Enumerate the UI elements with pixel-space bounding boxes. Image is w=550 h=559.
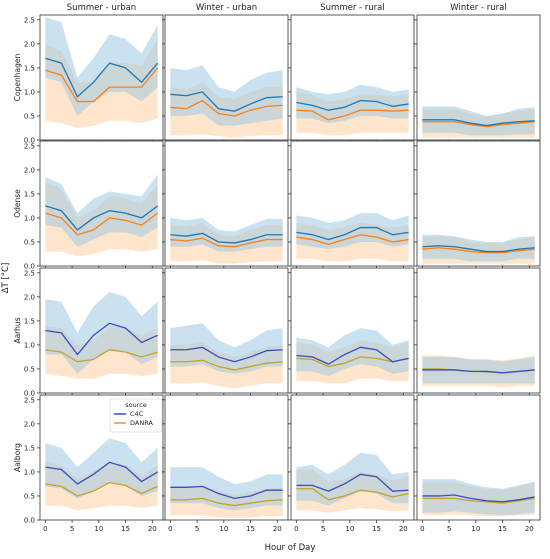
x-tick-label-winter-urban-10: 10 [219, 525, 228, 533]
y-tick-label-aalborg-1: 0.5 [24, 492, 35, 500]
x-tick-label-summer-rural-20: 20 [399, 525, 408, 533]
x-tick-label-winter-rural-15: 15 [498, 525, 507, 533]
row-label-aarhus: Aarhus [13, 317, 22, 343]
x-tick-label-winter-rural-10: 10 [471, 525, 480, 533]
row-label-odense: Odense [13, 189, 22, 218]
column-title-winter-rural: Winter - rural [450, 3, 506, 13]
y-tick-label-aalborg-2: 1.0 [24, 468, 35, 476]
y-tick-label-odense-2: 1.0 [24, 214, 35, 222]
y-tick-label-aarhus-2: 1.0 [24, 341, 35, 349]
x-tick-label-winter-rural-20: 20 [525, 525, 534, 533]
column-title-summer-urban: Summer - urban [67, 3, 136, 13]
x-tick-label-winter-urban-0: 0 [168, 525, 172, 533]
x-tick-label-winter-rural-5: 5 [447, 525, 451, 533]
y-tick-label-copenhagen-2: 1.0 [24, 88, 35, 96]
x-tick-label-summer-rural-0: 0 [294, 525, 298, 533]
x-tick-label-winter-urban-5: 5 [195, 525, 199, 533]
y-tick-label-odense-4: 2.0 [24, 166, 35, 174]
y-tick-label-aalborg-4: 2.0 [24, 420, 35, 428]
y-tick-label-aalborg-5: 2.5 [24, 396, 35, 404]
y-tick-label-odense-1: 0.5 [24, 238, 35, 246]
y-tick-label-odense-5: 2.5 [24, 142, 35, 150]
x-tick-label-summer-urban-0: 0 [43, 525, 47, 533]
y-tick-label-aalborg-3: 1.5 [24, 444, 35, 452]
x-tick-label-summer-urban-5: 5 [70, 525, 74, 533]
column-title-winter-urban: Winter - urban [196, 3, 257, 13]
legend-label-c4c: C4C [130, 410, 144, 418]
x-tick-label-summer-rural-5: 5 [321, 525, 325, 533]
y-tick-label-copenhagen-3: 1.5 [24, 64, 35, 72]
x-tick-label-summer-rural-10: 10 [345, 525, 354, 533]
row-label-aalborg: Aalborg [13, 443, 22, 472]
y-axis-label: ΔT [°C] [1, 263, 11, 294]
x-tick-label-winter-rural-0: 0 [420, 525, 424, 533]
row-label-copenhagen: Copenhagen [13, 54, 22, 102]
column-title-summer-rural: Summer - rural [320, 3, 385, 13]
y-tick-label-copenhagen-1: 0.5 [24, 112, 35, 120]
y-tick-label-copenhagen-5: 2.5 [24, 16, 35, 24]
x-tick-label-summer-rural-15: 15 [372, 525, 381, 533]
y-tick-label-aarhus-3: 1.5 [24, 317, 35, 325]
x-tick-label-winter-urban-20: 20 [273, 525, 282, 533]
x-tick-label-summer-urban-15: 15 [121, 525, 130, 533]
legend-label-danra: DANRA [130, 419, 153, 427]
y-tick-label-copenhagen-4: 2.0 [24, 40, 35, 48]
x-axis-label: Hour of Day [265, 543, 316, 553]
x-tick-label-summer-urban-10: 10 [94, 525, 103, 533]
y-tick-label-aarhus-4: 2.0 [24, 293, 35, 301]
y-tick-label-odense-3: 1.5 [24, 190, 35, 198]
legend-title: source [125, 401, 147, 409]
y-tick-label-aarhus-5: 2.5 [24, 269, 35, 277]
x-tick-label-summer-urban-20: 20 [148, 525, 157, 533]
y-tick-label-aarhus-1: 0.5 [24, 365, 35, 373]
y-tick-label-aalborg-0: 0.0 [24, 517, 35, 525]
x-tick-label-winter-urban-15: 15 [246, 525, 255, 533]
